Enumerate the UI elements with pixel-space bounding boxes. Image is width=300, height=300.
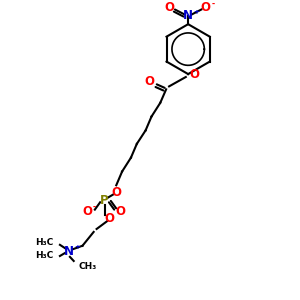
- Text: O: O: [190, 68, 200, 81]
- Text: CH₃: CH₃: [79, 262, 97, 271]
- Text: -: -: [212, 0, 214, 8]
- Text: O: O: [144, 75, 154, 88]
- Text: O: O: [112, 186, 122, 199]
- Text: O: O: [116, 205, 126, 218]
- Text: -: -: [93, 202, 96, 211]
- Text: H₃C: H₃C: [35, 238, 53, 247]
- Text: +: +: [194, 9, 199, 15]
- Text: +: +: [75, 244, 80, 250]
- Text: O: O: [201, 1, 211, 14]
- Text: O: O: [164, 1, 174, 14]
- Text: N: N: [183, 10, 193, 22]
- Text: O: O: [82, 205, 92, 218]
- Text: P: P: [100, 194, 109, 207]
- Text: H₃C: H₃C: [35, 250, 53, 260]
- Text: O: O: [105, 212, 115, 225]
- Text: N: N: [64, 245, 74, 258]
